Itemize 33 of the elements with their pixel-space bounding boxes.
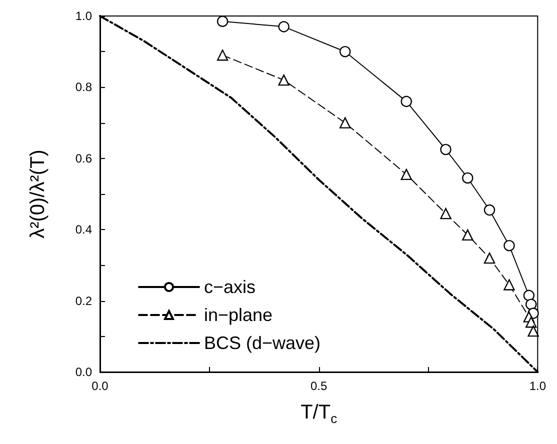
point <box>340 46 351 58</box>
y-tick-label: 0.4 <box>75 222 92 237</box>
point <box>278 21 290 32</box>
point <box>462 229 474 241</box>
point <box>484 252 496 264</box>
point <box>504 279 515 290</box>
y-axis-title: λ²(0)/λ²(T) <box>27 150 49 238</box>
legend-label: in−plane <box>204 305 273 325</box>
y-tick-label: 0.6 <box>75 151 92 166</box>
point <box>400 168 412 180</box>
x-tick-label: 0.0 <box>92 379 109 393</box>
point <box>523 290 535 302</box>
point <box>400 96 412 108</box>
point <box>484 204 496 216</box>
point <box>339 117 351 128</box>
point <box>504 240 515 252</box>
y-tick-label: 0.8 <box>75 80 92 94</box>
legend-label: BCS (d−wave) <box>204 333 321 353</box>
point <box>462 172 474 184</box>
x-tick-label: 0.5 <box>310 379 328 393</box>
point <box>216 16 228 27</box>
point <box>525 316 537 328</box>
point <box>440 144 452 156</box>
point <box>216 50 228 61</box>
y-tick-label: 1.0 <box>75 9 92 23</box>
y-tick-label: 0.2 <box>75 294 92 308</box>
point <box>440 208 452 220</box>
x-tick-label: 1.0 <box>529 379 546 393</box>
legend-label: c−axis <box>204 277 256 297</box>
point <box>278 74 290 86</box>
y-tick-label: 0.0 <box>75 365 92 379</box>
point <box>528 325 539 337</box>
point <box>526 298 537 310</box>
